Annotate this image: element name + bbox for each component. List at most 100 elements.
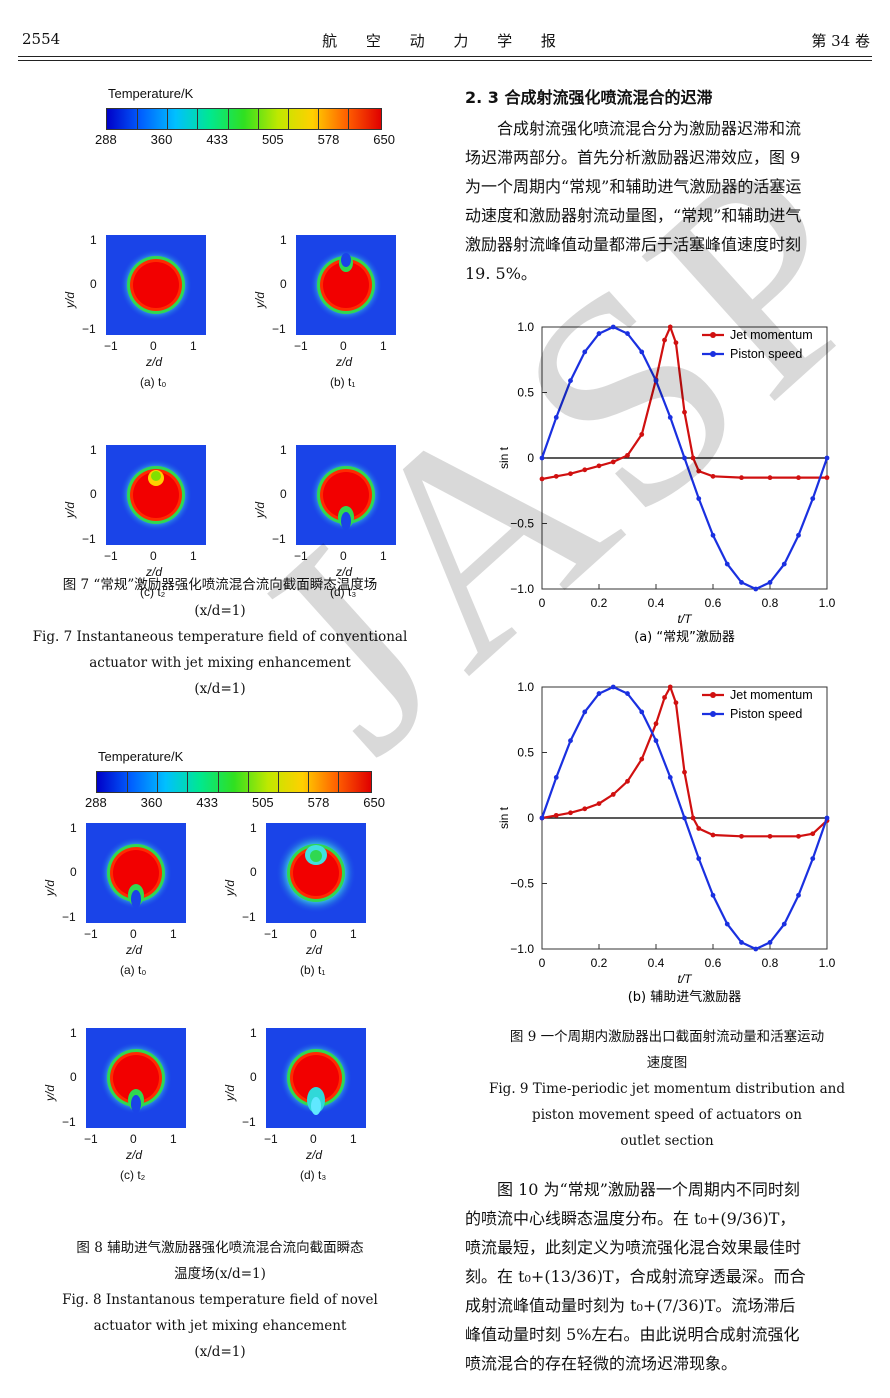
axis-tick-label: 0	[90, 277, 97, 291]
data-point	[667, 324, 673, 330]
text-line: 为一个周期内“常规”和辅助进气激励器的活塞运	[465, 177, 802, 196]
axis-tick-label: 1	[70, 821, 77, 835]
x-tick-label: 0.6	[705, 596, 722, 610]
data-point	[653, 721, 659, 727]
panel-label: (c) t₂	[120, 1168, 146, 1182]
y-axis-label: y/d	[43, 879, 58, 897]
y-axis-label: y/d	[63, 501, 78, 519]
axis-tick-label: 0	[130, 927, 137, 941]
data-point	[796, 475, 801, 481]
data-point	[610, 324, 616, 330]
y-tick-label: 0	[527, 451, 534, 465]
axis-tick-label: 1	[280, 233, 287, 247]
data-point	[673, 340, 679, 346]
figure-8: Temperature/K 288 360 433 505 578 650 图 …	[0, 745, 440, 1385]
data-point	[582, 709, 588, 715]
axis-tick-label: 1	[90, 233, 97, 247]
data-point	[724, 561, 730, 567]
data-point	[639, 349, 645, 355]
data-point	[539, 455, 545, 461]
data-point	[625, 691, 630, 696]
x-tick-label: 0.4	[648, 596, 665, 610]
data-point	[568, 810, 573, 816]
colorbar-tick: 505	[261, 132, 284, 147]
data-point	[781, 561, 787, 567]
axis-tick-label: −1	[84, 1132, 98, 1146]
volume-label: 第 34 卷	[811, 32, 870, 50]
text-line: 动速度和激励器射流动量图，“常规”和辅助进气	[465, 206, 802, 225]
caption-en: actuator with jet mixing ehancement	[93, 1318, 347, 1334]
axis-tick-label: 0	[90, 487, 97, 501]
caption-cn: 图 9 一个周期内激励器出口截面射流动量和活塞运动	[509, 1029, 825, 1045]
axis-tick-label: 0	[340, 549, 347, 563]
panel-label: (a) t₀	[120, 963, 147, 977]
axis-tick-label: 0	[280, 487, 287, 501]
data-point	[682, 409, 687, 415]
text-line: 激励器射流峰值动量都滞后于活塞峰值速度时刻	[465, 235, 802, 254]
axis-tick-label: 1	[190, 339, 197, 353]
contour-panel	[296, 235, 396, 335]
data-point	[682, 815, 687, 821]
colorbar-tick: 288	[85, 795, 107, 810]
chart-9b-svg: 1.0 0.5 0 −0.5 −1.0 0 0.2 0.4 0.6 0.8 1.0 t/T sin t (…	[497, 680, 836, 1005]
chart-9a-svg: 1.0 0.5 0 −0.5 −1.0 0 0.2 0.4 0.6 0.8 1.0 t/T sin t (…	[497, 320, 836, 645]
colorbar-tick: 578	[307, 795, 330, 810]
x-tick-label: 1.0	[819, 956, 836, 970]
x-tick-label: 0.2	[591, 956, 608, 970]
axis-tick-label: −1	[264, 927, 278, 941]
data-point	[539, 476, 545, 482]
axis-tick-label: 1	[90, 443, 97, 457]
data-point	[810, 831, 816, 837]
contour-panel	[106, 445, 206, 545]
data-point	[767, 833, 773, 839]
x-tick-label: 0.4	[648, 956, 665, 970]
axis-tick-label: −1	[294, 339, 308, 353]
y-axis-label: y/d	[43, 1084, 58, 1102]
data-point	[553, 473, 559, 479]
axis-tick-label: −1	[82, 322, 96, 336]
colorbar	[96, 771, 372, 793]
axis-tick-label: 1	[70, 1026, 77, 1040]
contour-panel	[86, 823, 186, 923]
data-point	[724, 921, 730, 927]
axis-tick-label: 1	[250, 821, 257, 835]
colorbar-ticks: 288 360 433 505 578 650	[85, 795, 385, 810]
data-point	[696, 826, 702, 831]
data-point	[625, 452, 630, 458]
data-point	[753, 946, 759, 952]
y-axis-label: y/d	[223, 879, 238, 897]
axis-tick-label: −1	[264, 1132, 278, 1146]
y-axis-label: y/d	[223, 1084, 238, 1102]
data-point	[582, 806, 588, 812]
chart-title: (b) 辅助进气激励器	[628, 989, 742, 1005]
x-tick-label: 0.8	[762, 956, 779, 970]
y-axis-label: y/d	[253, 501, 268, 519]
data-point	[596, 801, 602, 806]
colorbar	[106, 108, 382, 130]
data-point	[639, 756, 645, 762]
y-axis-label: sin t	[497, 806, 511, 829]
caption-en: piston movement speed of actuators on	[532, 1107, 802, 1123]
legend-marker	[710, 711, 716, 717]
data-point	[739, 580, 744, 585]
data-point	[739, 940, 744, 945]
text-line: 喷流最短，此刻定义为喷流强化混合效果最佳时	[465, 1238, 802, 1257]
axis-tick-label: 1	[170, 1132, 177, 1146]
y-tick-label: 0	[527, 811, 534, 825]
caption-cn: 图 8 辅助进气激励器强化喷流混合流向截面瞬态	[76, 1240, 364, 1256]
y-tick-label: 0.5	[517, 746, 534, 760]
x-axis-label: z/d	[146, 565, 163, 579]
axis-tick-label: −1	[294, 549, 308, 563]
axis-tick-label: −1	[242, 910, 256, 924]
text-line: 刻。在 t₀+(13/36)T，合成射流穿透最深。而合	[465, 1267, 806, 1286]
text-line: 峰值动量时刻 5%左右。由此说明合成射流强化	[465, 1325, 800, 1344]
data-point	[667, 684, 673, 690]
colorbar-tick: 288	[95, 132, 117, 147]
axis-tick-label: −1	[242, 1115, 256, 1129]
axis-tick-label: 1	[190, 549, 197, 563]
data-point	[767, 580, 773, 585]
caption-en: (x/d=1)	[194, 1344, 246, 1360]
y-tick-label: 1.0	[517, 680, 534, 694]
data-point	[696, 496, 702, 502]
x-tick-label: 1.0	[819, 596, 836, 610]
